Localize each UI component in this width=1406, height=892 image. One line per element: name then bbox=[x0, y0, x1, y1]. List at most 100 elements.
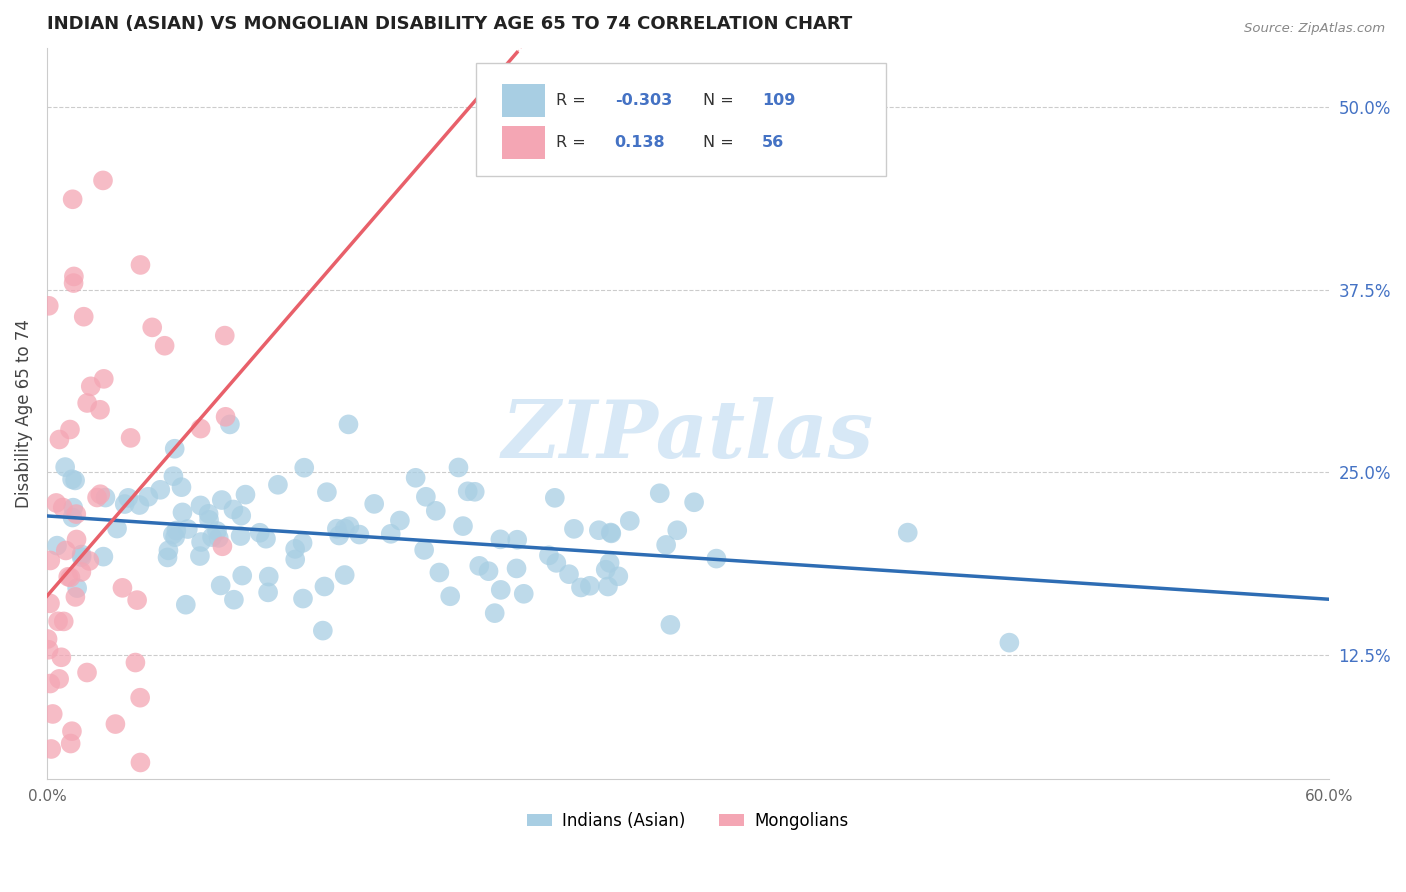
Point bbox=[59, 423, 82, 437]
Point bbox=[76, 665, 98, 680]
Point bbox=[39, 676, 62, 690]
Point bbox=[63, 474, 86, 488]
Point bbox=[197, 507, 219, 521]
Point bbox=[211, 539, 233, 553]
Point bbox=[89, 402, 111, 417]
Point bbox=[136, 490, 159, 504]
Point bbox=[188, 549, 211, 563]
Point bbox=[537, 549, 560, 563]
Point bbox=[198, 513, 221, 527]
Point bbox=[579, 579, 602, 593]
Point bbox=[129, 756, 152, 770]
Point bbox=[65, 590, 87, 604]
Point bbox=[328, 528, 350, 542]
Point bbox=[489, 533, 512, 547]
Text: N =: N = bbox=[703, 93, 734, 108]
Point bbox=[599, 525, 621, 540]
Point bbox=[314, 580, 336, 594]
Point bbox=[153, 339, 176, 353]
Point bbox=[91, 173, 114, 187]
Point bbox=[619, 514, 641, 528]
Point bbox=[337, 417, 360, 432]
Point bbox=[129, 690, 152, 705]
Point bbox=[596, 580, 619, 594]
Point bbox=[588, 523, 610, 537]
Point bbox=[53, 460, 76, 475]
Point bbox=[52, 615, 75, 629]
Point bbox=[211, 493, 233, 508]
Point bbox=[209, 578, 232, 592]
Point bbox=[257, 585, 280, 599]
Point bbox=[63, 269, 86, 284]
Text: ZIPatlas: ZIPatlas bbox=[502, 397, 875, 475]
Point bbox=[214, 328, 236, 343]
Point bbox=[477, 564, 499, 578]
Point bbox=[162, 469, 184, 483]
Point bbox=[48, 433, 70, 447]
Point bbox=[505, 561, 527, 575]
FancyBboxPatch shape bbox=[502, 126, 546, 160]
Point bbox=[45, 496, 67, 510]
Text: INDIAN (ASIAN) VS MONGOLIAN DISABILITY AGE 65 TO 74 CORRELATION CHART: INDIAN (ASIAN) VS MONGOLIAN DISABILITY A… bbox=[46, 15, 852, 33]
Point bbox=[706, 551, 728, 566]
Text: R =: R = bbox=[555, 93, 585, 108]
Point bbox=[105, 522, 128, 536]
Point bbox=[66, 581, 89, 595]
Point bbox=[62, 276, 84, 290]
Point bbox=[607, 569, 630, 583]
Text: -0.303: -0.303 bbox=[614, 93, 672, 108]
Point bbox=[666, 523, 689, 537]
Point bbox=[513, 587, 536, 601]
FancyBboxPatch shape bbox=[477, 63, 886, 177]
Point bbox=[59, 737, 82, 751]
Point bbox=[114, 497, 136, 511]
Point bbox=[170, 480, 193, 494]
Point bbox=[489, 582, 512, 597]
Point bbox=[79, 554, 101, 568]
Point bbox=[405, 471, 427, 485]
Point bbox=[284, 552, 307, 566]
Point bbox=[257, 569, 280, 583]
Point bbox=[62, 500, 84, 515]
Point bbox=[190, 421, 212, 435]
Point bbox=[451, 519, 474, 533]
Point bbox=[129, 258, 152, 272]
Point bbox=[62, 192, 84, 206]
Point bbox=[546, 556, 568, 570]
Point bbox=[506, 533, 529, 547]
Point bbox=[484, 606, 506, 620]
Point bbox=[52, 500, 75, 515]
Point bbox=[998, 635, 1021, 649]
Point bbox=[219, 417, 242, 432]
Point bbox=[70, 550, 93, 565]
Point bbox=[51, 650, 73, 665]
Point bbox=[124, 656, 146, 670]
Point bbox=[76, 396, 98, 410]
Point bbox=[177, 522, 200, 536]
Text: 0.138: 0.138 bbox=[614, 136, 665, 150]
Point bbox=[127, 593, 149, 607]
Point bbox=[267, 477, 290, 491]
Point bbox=[388, 514, 411, 528]
Point bbox=[58, 570, 80, 584]
Y-axis label: Disability Age 65 to 74: Disability Age 65 to 74 bbox=[15, 319, 32, 508]
Point bbox=[333, 522, 356, 536]
Point bbox=[46, 615, 69, 629]
Point bbox=[201, 530, 224, 544]
Point bbox=[363, 497, 385, 511]
Point bbox=[156, 550, 179, 565]
Point bbox=[157, 543, 180, 558]
Point bbox=[93, 549, 115, 564]
Point bbox=[415, 490, 437, 504]
Point bbox=[425, 504, 447, 518]
Point bbox=[648, 486, 671, 500]
Point bbox=[380, 526, 402, 541]
Text: 109: 109 bbox=[762, 93, 796, 108]
Point bbox=[89, 487, 111, 501]
Point bbox=[37, 632, 59, 646]
Point bbox=[60, 472, 83, 486]
Point bbox=[163, 442, 186, 456]
Point bbox=[149, 483, 172, 497]
Point bbox=[600, 526, 623, 541]
Point bbox=[65, 533, 87, 547]
